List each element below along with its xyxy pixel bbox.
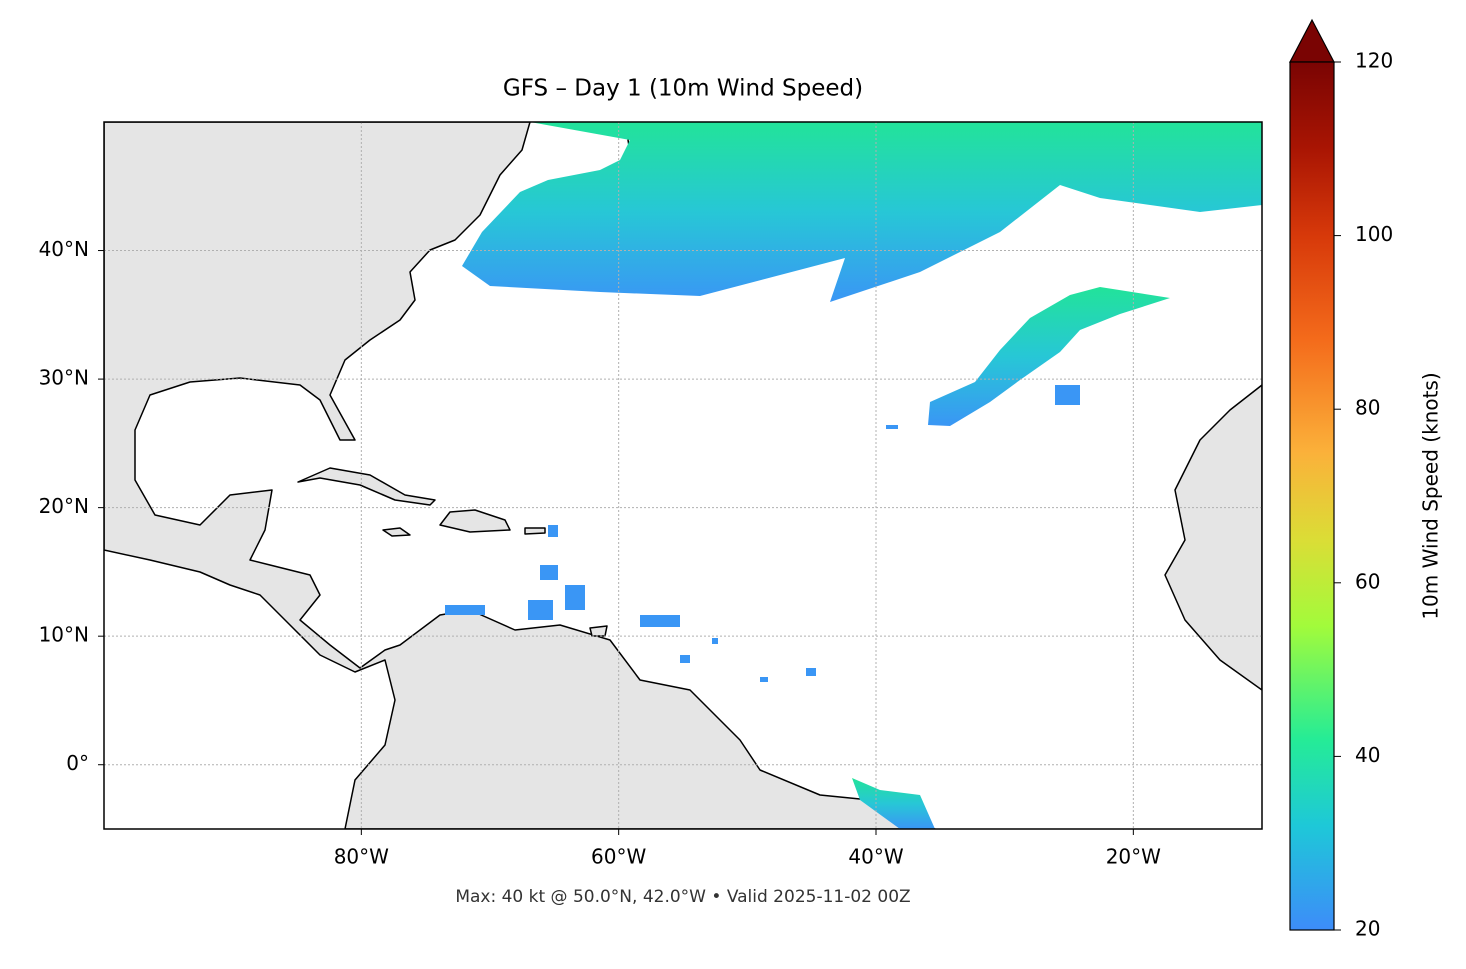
x-tick-label: 60°W — [591, 845, 646, 869]
americas — [104, 122, 936, 829]
colorbar-tick-label: 80 — [1355, 396, 1380, 420]
trinidad — [589, 625, 608, 637]
axes-frame — [103, 121, 1263, 830]
colorbar-tick-label: 20 — [1355, 917, 1380, 941]
y-tick-label: 40°N — [39, 237, 89, 261]
y-tick-label: 10°N — [39, 623, 89, 647]
hispaniola — [439, 509, 511, 533]
wind-band — [462, 122, 1262, 302]
africa — [1164, 384, 1262, 691]
footer: Max: 40 kt @ 50.0°N, 42.0°W • Valid 2025… — [455, 887, 910, 907]
colorbar-extend — [1289, 18, 1335, 63]
y-tick-label: 0° — [66, 751, 89, 775]
gridlines — [104, 122, 1262, 829]
colorbar-tick-label: 40 — [1355, 743, 1380, 767]
wind-plume — [928, 287, 1170, 426]
wind-patch — [852, 778, 935, 829]
map-area — [104, 122, 1262, 829]
title: GFS – Day 1 (10m Wind Speed) — [503, 76, 863, 102]
colorbar-tick-label: 100 — [1355, 222, 1393, 246]
x-tick-label: 20°W — [1106, 845, 1161, 869]
y-tick-label: 30°N — [39, 366, 89, 390]
jamaica — [382, 527, 411, 537]
y-tick-label: 20°N — [39, 494, 89, 518]
colorbar-label: 10m Wind Speed (knots) — [1419, 372, 1443, 619]
wind-spots — [445, 385, 1080, 682]
x-tick-label: 80°W — [334, 845, 389, 869]
colorbar — [1289, 61, 1335, 931]
colorbar-tick-label: 60 — [1355, 569, 1380, 593]
puerto-rico — [524, 527, 546, 535]
colorbar-tick-label: 120 — [1355, 49, 1393, 73]
cuba — [297, 467, 436, 506]
x-tick-label: 40°W — [848, 845, 903, 869]
